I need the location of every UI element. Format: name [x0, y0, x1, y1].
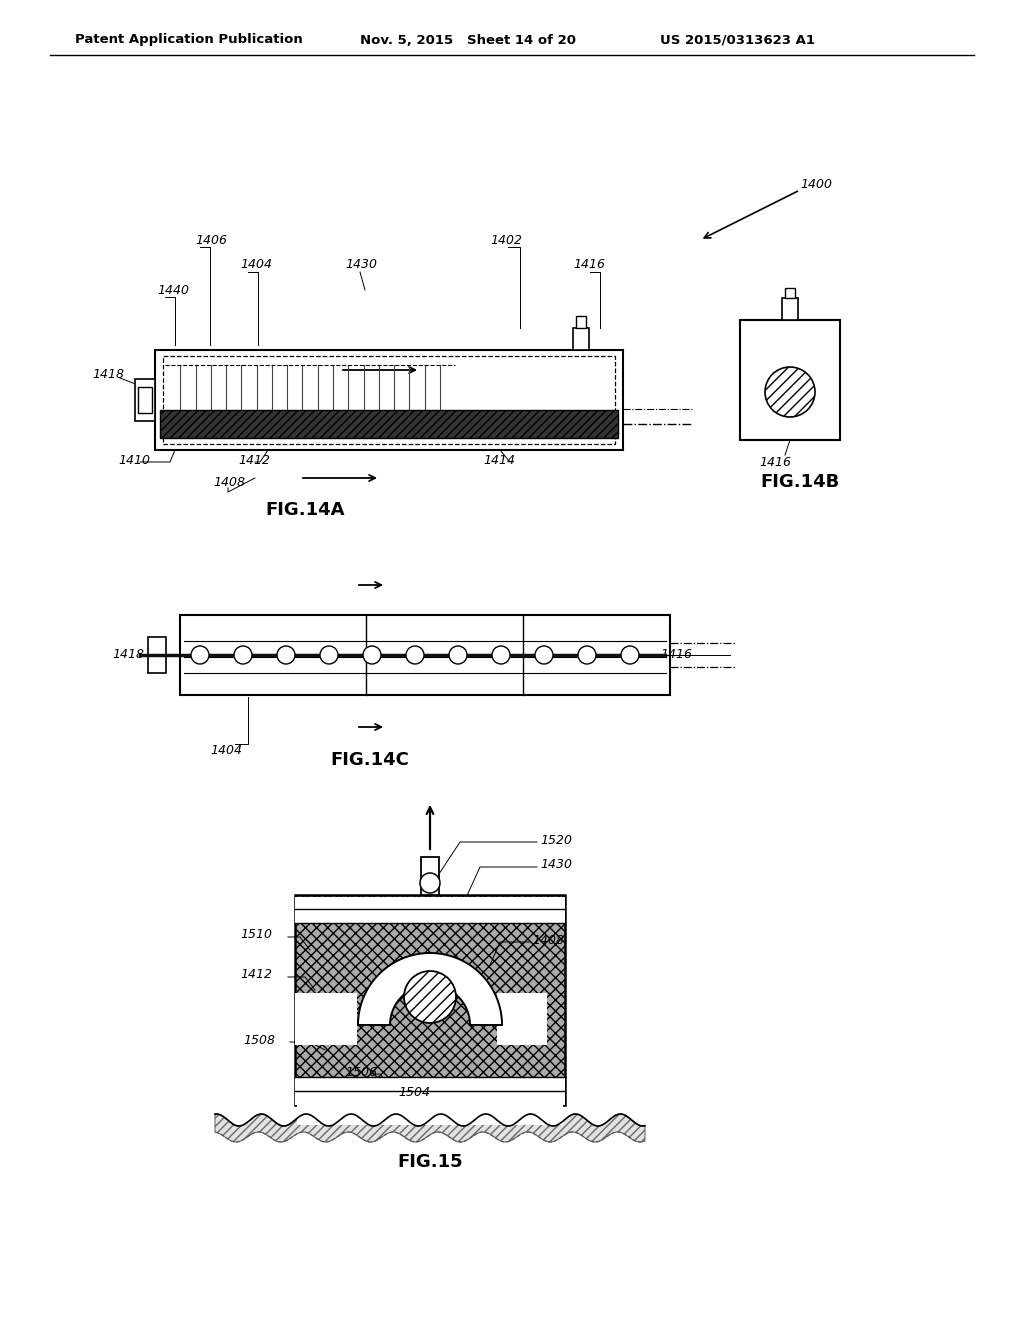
Text: 1418: 1418	[92, 368, 124, 381]
Text: FIG.14C: FIG.14C	[331, 751, 410, 770]
Circle shape	[420, 873, 440, 894]
Text: 1418: 1418	[112, 648, 144, 661]
Bar	[180, 615, 670, 696]
Text: 1510: 1510	[240, 928, 272, 941]
Bar	[160, 411, 618, 438]
Ellipse shape	[535, 645, 553, 664]
Text: 1416: 1416	[759, 455, 791, 469]
Bar	[782, 298, 798, 319]
Ellipse shape	[362, 645, 381, 664]
Text: 1410: 1410	[118, 454, 150, 466]
Ellipse shape	[492, 645, 510, 664]
Text: FIG.14B: FIG.14B	[761, 473, 840, 491]
Text: 1430: 1430	[540, 858, 572, 871]
Ellipse shape	[449, 645, 467, 664]
Text: Patent Application Publication: Patent Application Publication	[75, 33, 303, 46]
Circle shape	[404, 972, 456, 1023]
Bar	[295, 993, 357, 1045]
Ellipse shape	[234, 645, 252, 664]
Text: 1406: 1406	[195, 234, 227, 247]
Bar	[497, 993, 547, 1045]
Polygon shape	[358, 953, 502, 1026]
Text: 1506: 1506	[345, 1065, 377, 1078]
Bar	[575, 315, 586, 327]
Ellipse shape	[621, 645, 639, 664]
Text: 1416: 1416	[660, 648, 692, 661]
Bar	[138, 387, 152, 413]
Bar	[135, 379, 155, 421]
Circle shape	[765, 367, 815, 417]
Bar	[295, 1077, 565, 1105]
Bar	[295, 895, 565, 1105]
Text: 1402: 1402	[490, 234, 522, 247]
Bar	[295, 898, 565, 923]
Text: 1504: 1504	[398, 1085, 430, 1098]
Text: FIG.14A: FIG.14A	[265, 502, 345, 519]
Bar	[740, 319, 840, 440]
Text: 1430: 1430	[345, 259, 377, 272]
Text: 1508: 1508	[243, 1034, 275, 1047]
Text: 1408: 1408	[213, 475, 245, 488]
Ellipse shape	[578, 645, 596, 664]
Polygon shape	[215, 1114, 645, 1142]
Text: 1412: 1412	[238, 454, 270, 466]
Text: Nov. 5, 2015   Sheet 14 of 20: Nov. 5, 2015 Sheet 14 of 20	[360, 33, 575, 46]
Bar	[155, 350, 623, 450]
Ellipse shape	[191, 645, 209, 664]
Text: 1408: 1408	[532, 933, 564, 946]
Text: 1416: 1416	[573, 259, 605, 272]
Text: 1414: 1414	[483, 454, 515, 466]
Text: 1520: 1520	[540, 833, 572, 846]
Text: 1404: 1404	[210, 743, 242, 756]
Text: US 2015/0313623 A1: US 2015/0313623 A1	[660, 33, 815, 46]
Ellipse shape	[406, 645, 424, 664]
Bar	[163, 356, 615, 444]
Text: FIG.15: FIG.15	[397, 1152, 463, 1171]
Bar	[421, 857, 439, 895]
Bar	[297, 1104, 563, 1125]
Ellipse shape	[278, 645, 295, 664]
Text: 1440: 1440	[157, 284, 189, 297]
Text: 1400: 1400	[800, 178, 831, 191]
Bar	[573, 327, 589, 350]
Bar	[148, 638, 166, 673]
Text: 1404: 1404	[240, 259, 272, 272]
Bar	[785, 288, 795, 298]
Ellipse shape	[319, 645, 338, 664]
Text: 1412: 1412	[240, 969, 272, 982]
